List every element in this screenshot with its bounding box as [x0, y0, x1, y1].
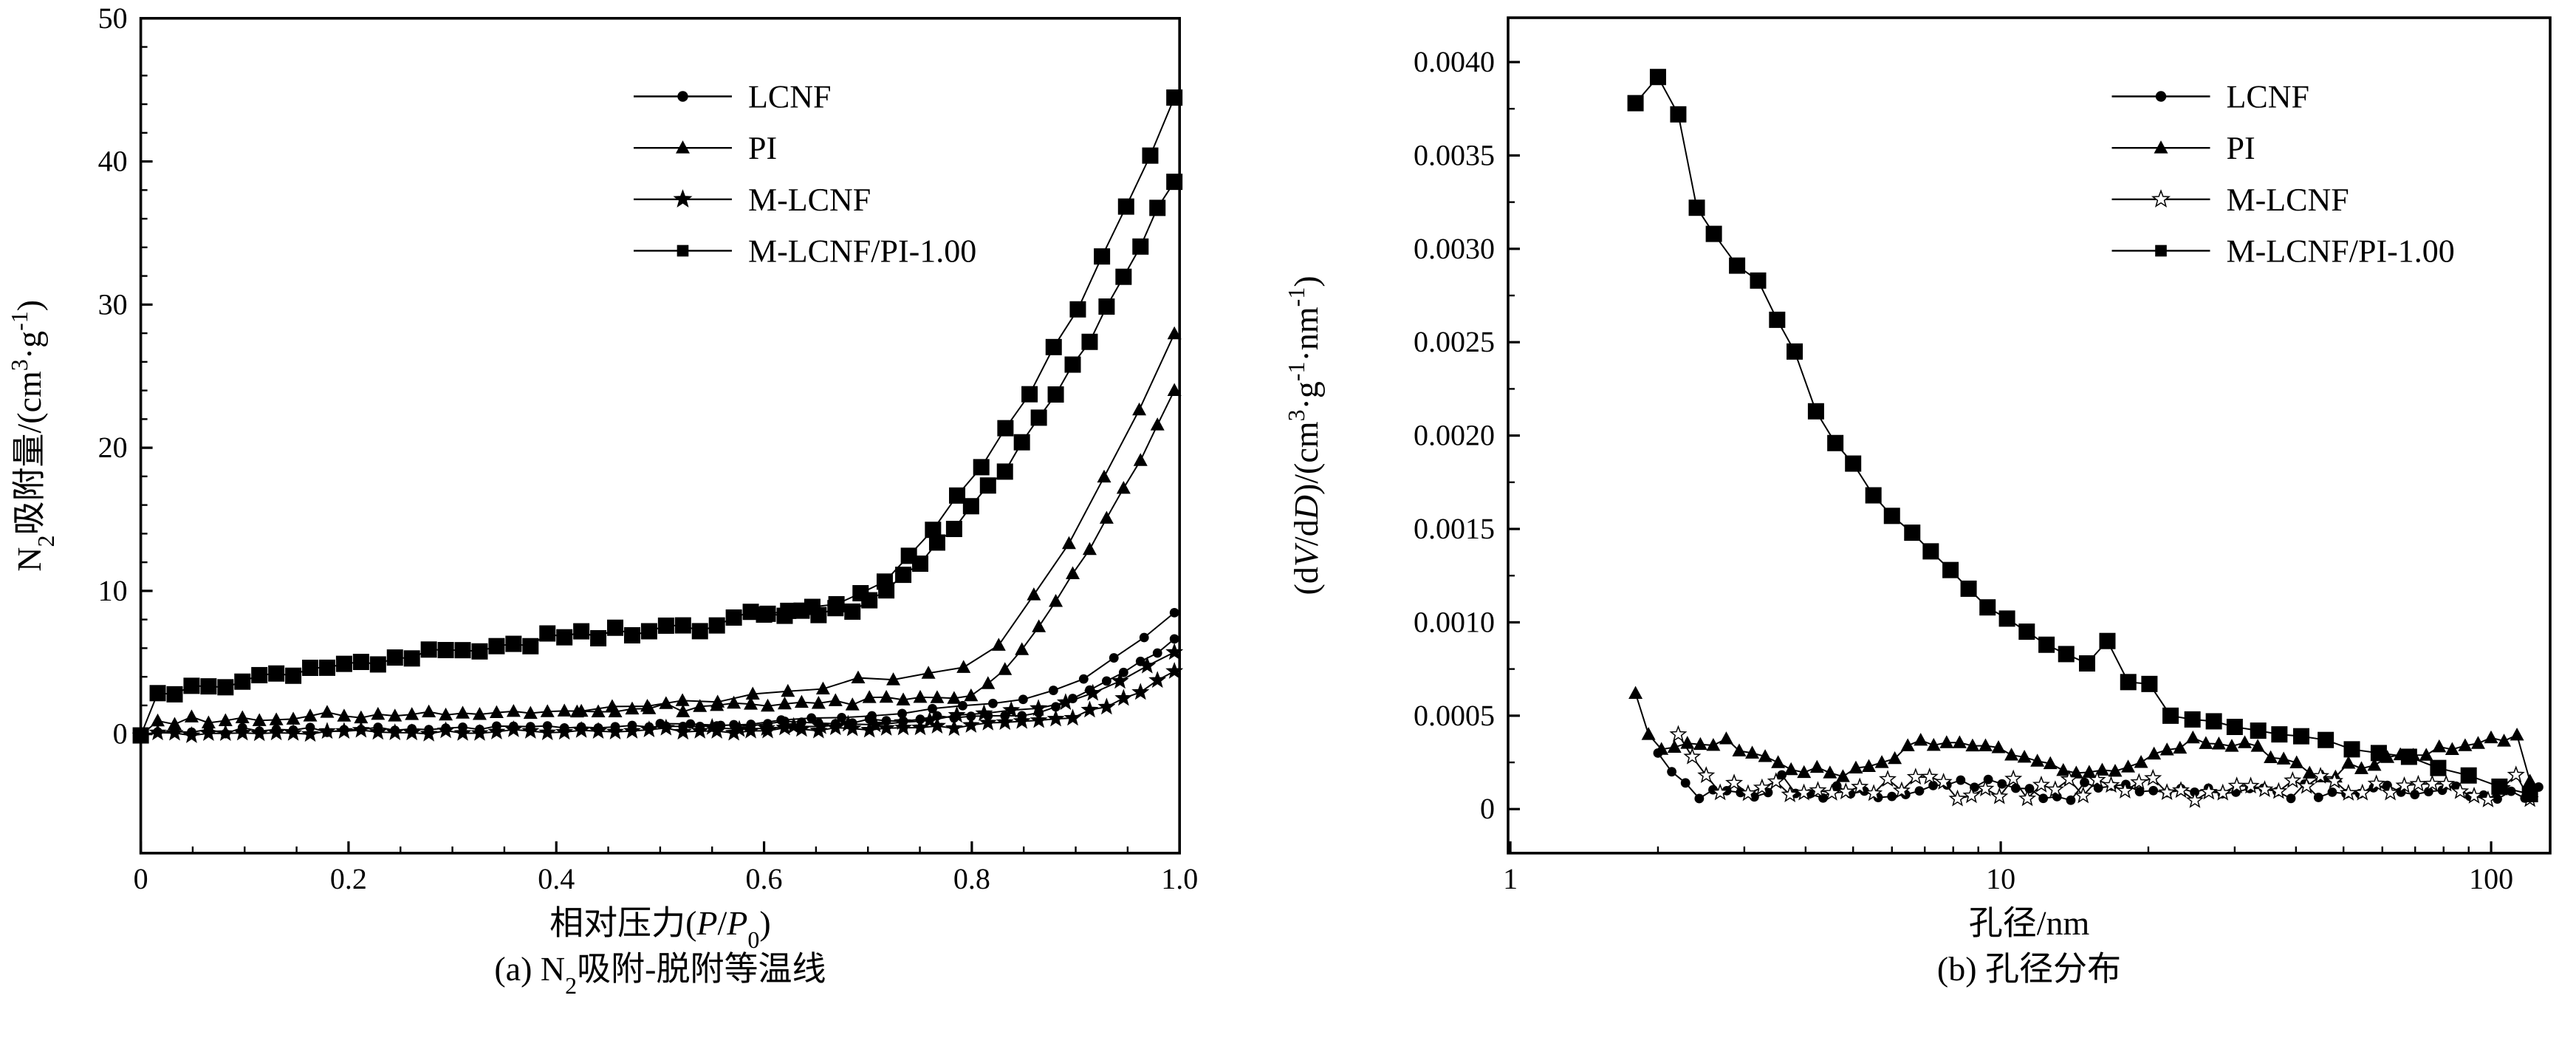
svg-text:(b) 孔径分布: (b) 孔径分布 [1937, 950, 2121, 988]
svg-text:0.2: 0.2 [330, 862, 367, 895]
svg-text:相对压力(P/P0): 相对压力(P/P0) [549, 904, 771, 953]
svg-text:0.8: 0.8 [953, 862, 990, 895]
svg-text:0.0035: 0.0035 [1414, 138, 1495, 171]
svg-text:M-LCNF/PI-1.00: M-LCNF/PI-1.00 [748, 233, 976, 269]
svg-text:N2吸附量/(cm3·g-1): N2吸附量/(cm3·g-1) [6, 300, 59, 572]
svg-text:0.0030: 0.0030 [1414, 232, 1495, 265]
svg-text:1.0: 1.0 [1161, 862, 1198, 895]
svg-text:50: 50 [98, 1, 128, 35]
svg-text:0.4: 0.4 [538, 862, 575, 895]
svg-text:0.0025: 0.0025 [1414, 325, 1495, 358]
svg-text:0.0040: 0.0040 [1414, 45, 1495, 78]
svg-text:M-LCNF/PI-1.00: M-LCNF/PI-1.00 [2227, 233, 2455, 269]
svg-text:0: 0 [134, 862, 148, 895]
svg-text:M-LCNF: M-LCNF [2227, 182, 2349, 218]
svg-text:0.6: 0.6 [746, 862, 783, 895]
svg-text:0.0010: 0.0010 [1414, 605, 1495, 638]
svg-text:40: 40 [98, 145, 128, 178]
svg-text:100: 100 [2469, 862, 2513, 895]
svg-text:LCNF: LCNF [748, 79, 831, 115]
svg-text:30: 30 [98, 287, 128, 321]
svg-text:10: 10 [98, 574, 128, 607]
svg-text:LCNF: LCNF [2227, 79, 2309, 115]
svg-text:PI: PI [748, 130, 777, 166]
svg-text:0: 0 [113, 717, 128, 751]
svg-text:0: 0 [1480, 792, 1495, 825]
svg-text:PI: PI [2227, 130, 2255, 166]
svg-text:1: 1 [1503, 862, 1518, 895]
svg-text:(dV/dD)/(cm3·g-1·nm-1): (dV/dD)/(cm3·g-1·nm-1) [1283, 276, 1325, 595]
svg-text:20: 20 [98, 431, 128, 464]
svg-text:0.0005: 0.0005 [1414, 699, 1495, 732]
svg-text:10: 10 [1986, 862, 2015, 895]
svg-text:0.0015: 0.0015 [1414, 512, 1495, 545]
svg-text:孔径/nm: 孔径/nm [1969, 904, 2090, 942]
svg-text:0.0020: 0.0020 [1414, 419, 1495, 452]
svg-text:M-LCNF: M-LCNF [748, 182, 871, 218]
svg-text:(a) N2吸附-脱附等温线: (a) N2吸附-脱附等温线 [494, 950, 826, 999]
